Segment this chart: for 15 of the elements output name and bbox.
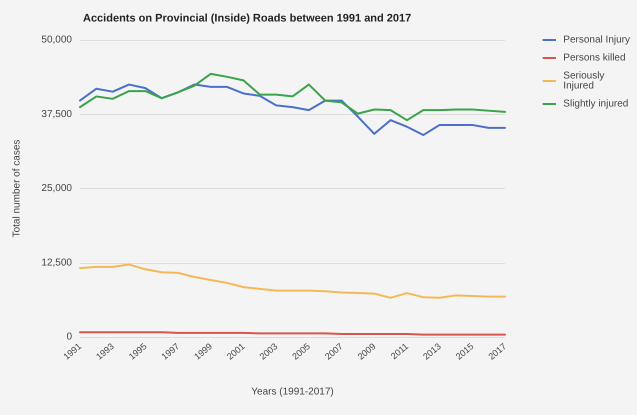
y-axis-title: Total number of cases — [12, 140, 22, 238]
x-axis-title: Years (1991-2017) — [251, 386, 334, 398]
legend-label: Slightly injured — [563, 98, 628, 110]
line-series — [79, 84, 506, 136]
y-tick-label: 25,000 — [41, 183, 72, 194]
y-tick-label: 50,000 — [41, 34, 72, 46]
y-tick-label: 0 — [66, 332, 72, 342]
line-series — [79, 264, 506, 299]
legend-label: Persons killed — [563, 52, 626, 64]
y-tick-label: 12,500 — [41, 257, 72, 268]
legend-label: Seriously Injured — [563, 70, 608, 92]
y-tick-label: 37,500 — [41, 108, 72, 120]
chart-title: Accidents on Provincial (Inside) Roads between 1991 and 2017 — [83, 12, 412, 24]
line-series — [79, 72, 506, 122]
legend-label: Personal Injury — [563, 34, 630, 46]
